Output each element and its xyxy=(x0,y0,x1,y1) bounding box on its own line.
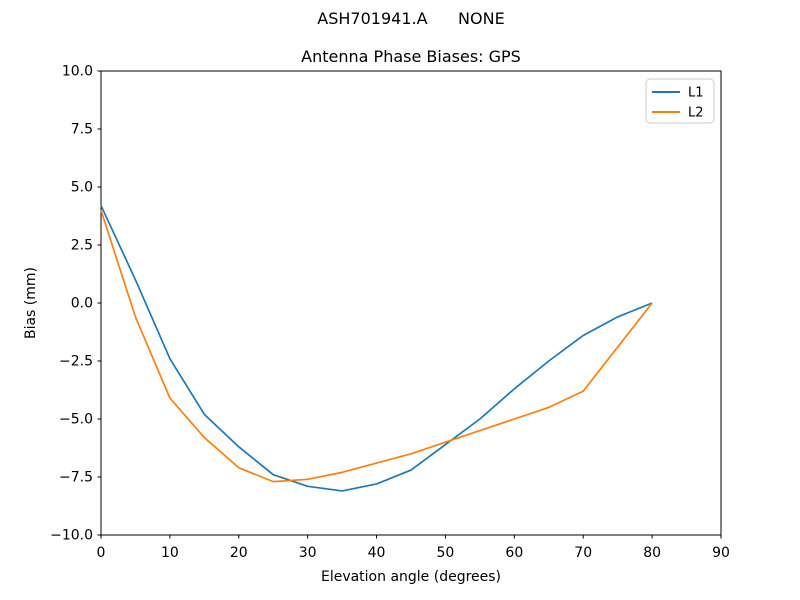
y-tick-label: −7.5 xyxy=(59,470,93,486)
x-axis-label: Elevation angle (degrees) xyxy=(321,569,501,585)
x-tick-label: 30 xyxy=(299,545,317,561)
y-tick-label: −10.0 xyxy=(50,528,93,544)
figure-suptitle: ASH701941.A NONE xyxy=(317,9,505,28)
x-tick-label: 0 xyxy=(97,545,106,561)
plot-area-frame xyxy=(100,70,722,536)
y-tick-label: 10.0 xyxy=(62,64,93,80)
series-line-l2 xyxy=(100,209,653,483)
y-tick-label: 7.5 xyxy=(71,122,93,138)
x-tick-label: 10 xyxy=(161,545,179,561)
y-tick-label: 2.5 xyxy=(71,238,93,254)
y-tick-label: −5.0 xyxy=(59,412,93,428)
x-tick-label: 50 xyxy=(437,545,455,561)
legend-label-l1: L1 xyxy=(688,86,704,101)
legend-label-l2: L2 xyxy=(688,106,704,121)
axes-title: Antenna Phase Biases: GPS xyxy=(301,47,521,66)
x-tick-label: 70 xyxy=(574,545,592,561)
series-line-l1 xyxy=(100,205,653,492)
y-tick-label: −2.5 xyxy=(59,354,93,370)
x-tick-label: 90 xyxy=(712,545,730,561)
y-axis-label: Bias (mm) xyxy=(23,267,39,339)
y-tick-label: 0.0 xyxy=(71,296,93,312)
y-tick-label: 5.0 xyxy=(71,180,93,196)
x-tick-label: 80 xyxy=(643,545,661,561)
x-tick-label: 60 xyxy=(505,545,523,561)
x-tick-label: 40 xyxy=(368,545,386,561)
x-tick-label: 20 xyxy=(230,545,248,561)
legend-box xyxy=(645,78,715,124)
